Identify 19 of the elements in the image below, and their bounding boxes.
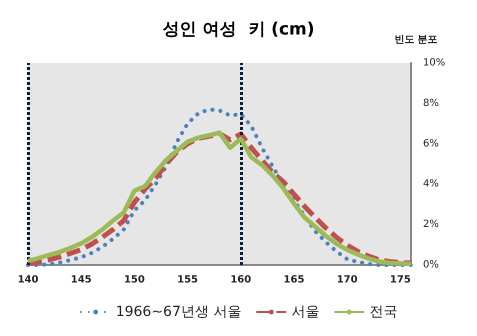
x-tick-label: 145 [70,274,92,286]
y-tick-label: 2% [423,219,439,230]
y-tick-label: 8% [423,98,439,109]
y-axis-title: 빈도 분포 [394,34,438,46]
x-tick-label: 140 [18,274,38,286]
legend-label: 1966~67년생 서울 [116,304,242,320]
legend-label: 전국 [369,304,398,320]
y-tick-label: 6% [423,138,439,150]
legend-label: 서울 [291,304,320,320]
x-tick-label: 165 [284,274,304,286]
chart-title: 성인 여성 키 (cm) [162,20,315,40]
x-tick-label: 170 [336,274,358,286]
x-tick-label: 175 [390,274,411,286]
x-tick-label: 150 [124,274,145,286]
x-tick-label: 155 [177,274,198,286]
y-tick-label: 10% [423,58,446,68]
y-tick-label: 4% [423,178,439,190]
x-tick-label: 160 [230,274,252,286]
y-tick-label: 0% [423,260,439,270]
